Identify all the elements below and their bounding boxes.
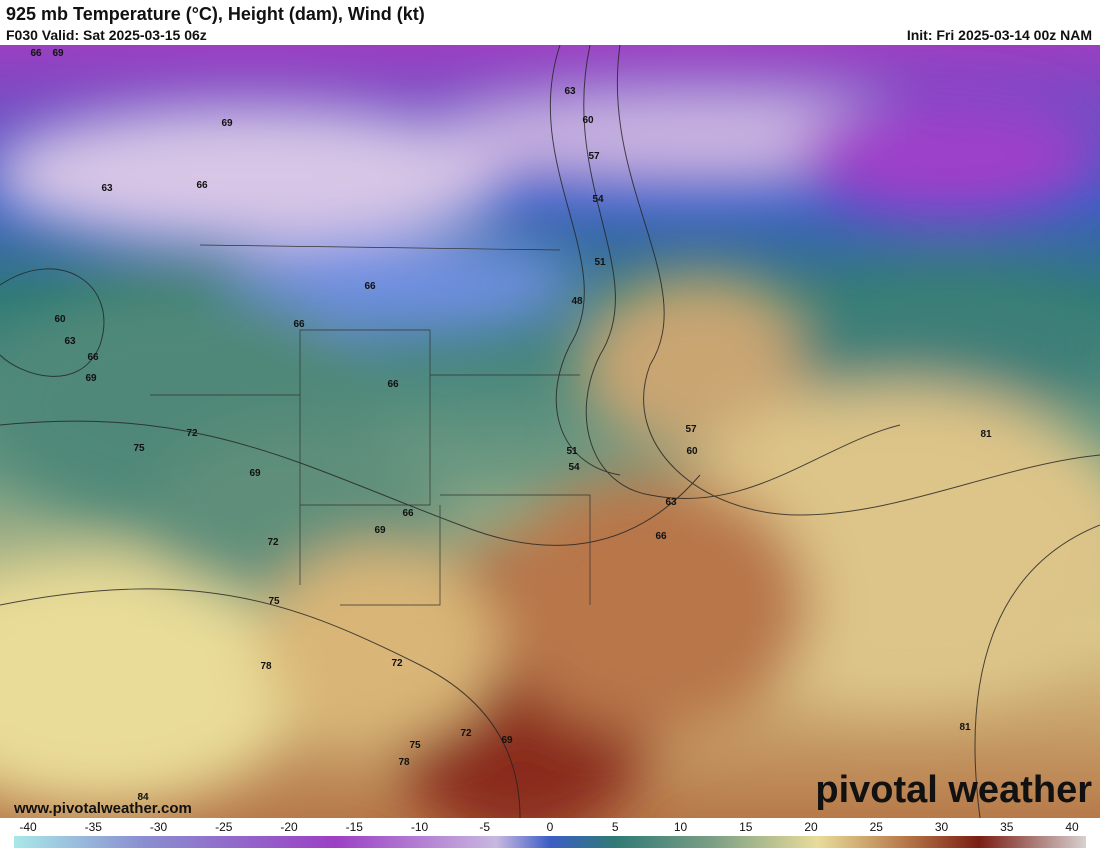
colorbar-tick-label: 20 xyxy=(804,820,818,834)
contour-label: 66 xyxy=(30,48,42,59)
contour-labels: 66 69 69 63 66 63 60 57 54 51 48 66 60 63 66 69 66 66 75 72… xyxy=(30,48,992,803)
colorbar-strip xyxy=(14,836,1086,848)
contour-label: 81 xyxy=(980,429,992,440)
contour-label: 78 xyxy=(260,661,272,672)
contour-label: 66 xyxy=(387,379,399,390)
contour-label: 69 xyxy=(249,468,261,479)
colorbar-tick-label: -15 xyxy=(346,820,364,834)
colorbar-tick-label: 40 xyxy=(1065,820,1079,834)
height-contours xyxy=(0,45,1100,818)
contour-label: 54 xyxy=(568,462,580,473)
contour-label: 51 xyxy=(594,257,606,268)
contour-label: 75 xyxy=(133,443,145,454)
contour-label: 69 xyxy=(501,735,513,746)
contour-label: 69 xyxy=(374,525,386,536)
contour-label: 72 xyxy=(460,728,472,739)
contour-label: 84 xyxy=(137,792,149,803)
map: 66 69 69 63 66 63 60 57 54 51 48 66 60 63 66 69 66 66 75 72… xyxy=(0,45,1100,818)
colorbar-tick-label: -25 xyxy=(215,820,233,834)
colorbar-tick-label: 15 xyxy=(739,820,753,834)
contour-label: 78 xyxy=(398,757,410,768)
contour-label: 69 xyxy=(221,118,233,129)
contour-label: 63 xyxy=(101,183,113,194)
contour-label: 66 xyxy=(364,281,376,292)
title: 925 mb Temperature (°C), Height (dam), W… xyxy=(6,4,425,24)
contour-label: 66 xyxy=(293,319,305,330)
contour-label: 66 xyxy=(87,352,99,363)
colorbar-tick-label: -40 xyxy=(19,820,37,834)
contour-label: 66 xyxy=(196,180,208,191)
contour-label: 63 xyxy=(665,497,677,508)
temperature-field xyxy=(0,85,1100,818)
colorbar-tick-label: 0 xyxy=(547,820,554,834)
colorbar-tick-label: -10 xyxy=(411,820,429,834)
colorbar-tick-label: -5 xyxy=(479,820,490,834)
init-time: Init: Fri 2025-03-14 00z NAM xyxy=(906,27,1092,43)
valid-time: F030 Valid: Sat 2025-03-15 06z xyxy=(6,27,207,43)
contour-label: 81 xyxy=(959,722,971,733)
contour-label: 72 xyxy=(391,658,403,669)
colorbar-tick-label: -35 xyxy=(85,820,103,834)
contour-label: 60 xyxy=(686,446,698,457)
colorbar-tick-label: 35 xyxy=(1000,820,1014,834)
contour-label: 72 xyxy=(267,537,279,548)
colorbar-tick-label: 5 xyxy=(612,820,619,834)
contour-label: 63 xyxy=(564,86,576,97)
contour-label: 66 xyxy=(402,508,414,519)
contour-label: 72 xyxy=(186,428,198,439)
contour-label: 54 xyxy=(592,194,604,205)
contour-label: 60 xyxy=(582,115,594,126)
colorbar-tick-label: -20 xyxy=(280,820,298,834)
colorbar-tick-label: 25 xyxy=(870,820,884,834)
contour-label: 69 xyxy=(85,373,97,384)
contour-label: 57 xyxy=(588,151,600,162)
contour-label: 60 xyxy=(54,314,66,325)
brand: pivotal weather xyxy=(815,769,1092,811)
contour-label: 51 xyxy=(566,446,578,457)
contour-label: 75 xyxy=(409,740,421,751)
colorbar-tick-label: -30 xyxy=(150,820,168,834)
colorbar-tick-label: 30 xyxy=(935,820,949,834)
contour-label: 63 xyxy=(64,336,76,347)
colorbar-tick-label: 10 xyxy=(674,820,688,834)
borders xyxy=(150,244,591,606)
contour-label: 48 xyxy=(571,296,583,307)
contour-label: 75 xyxy=(268,596,280,607)
contour-label: 69 xyxy=(52,48,64,59)
website: www.pivotalweather.com xyxy=(13,800,192,817)
colorbar: -40 -35 -30 -25 -20 -15 -10 -5 0 5 10 15 20 25 30 35 40 xyxy=(14,820,1086,848)
contour-label: 66 xyxy=(655,531,667,542)
contour-label: 57 xyxy=(685,424,697,435)
